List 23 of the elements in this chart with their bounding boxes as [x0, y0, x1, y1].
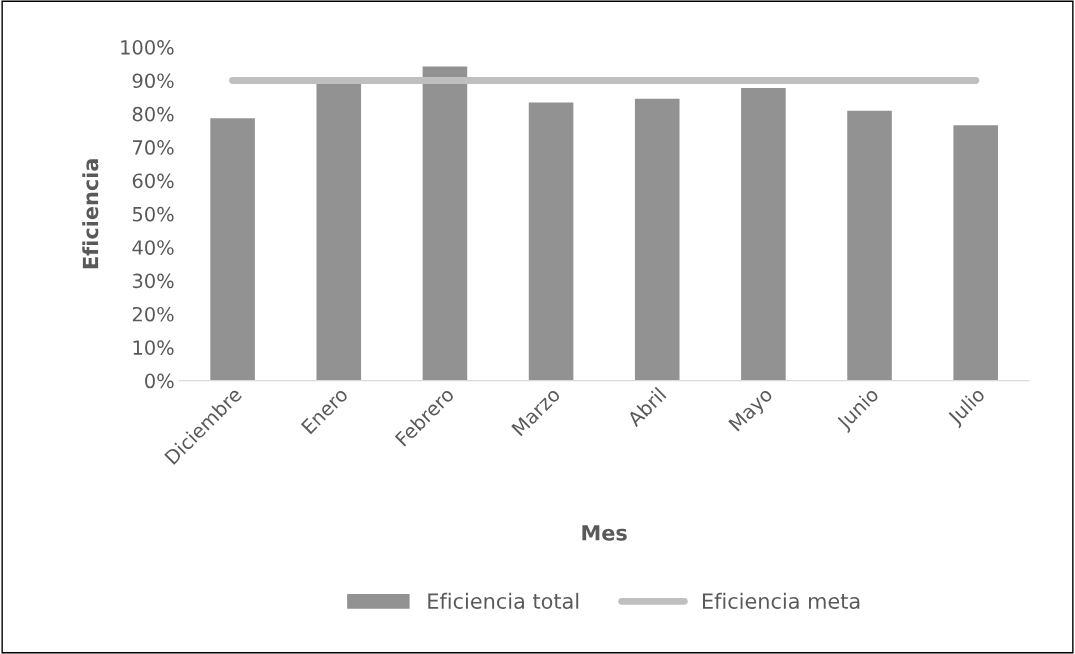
bar: [953, 125, 998, 381]
bar: [528, 102, 574, 381]
legend-label: Eficiencia total: [428, 592, 579, 609]
bar: [634, 98, 680, 381]
y-tick-label: 40%: [132, 240, 174, 255]
bar: [847, 110, 892, 381]
y-tick-label: 10%: [133, 340, 174, 355]
y-tick-label: 90%: [132, 73, 174, 89]
y-axis-title: Eficiencia: [82, 159, 99, 269]
y-tick-label: 30%: [132, 273, 174, 289]
y-tick-label: 50%: [132, 206, 174, 222]
bar: [422, 66, 468, 381]
y-tick-label: 0%: [145, 373, 174, 389]
legend-label: Eficiencia meta: [702, 592, 860, 609]
y-tick-label: 70%: [133, 140, 174, 155]
bar: [741, 88, 786, 381]
bar: [210, 118, 255, 381]
y-tick-label: 20%: [132, 306, 174, 322]
y-tick-label: 80%: [132, 106, 174, 122]
y-tick-label: 60%: [132, 173, 174, 189]
bar: [316, 82, 362, 381]
x-axis-title: Mes: [582, 525, 627, 541]
y-tick-label: 100%: [121, 40, 174, 55]
